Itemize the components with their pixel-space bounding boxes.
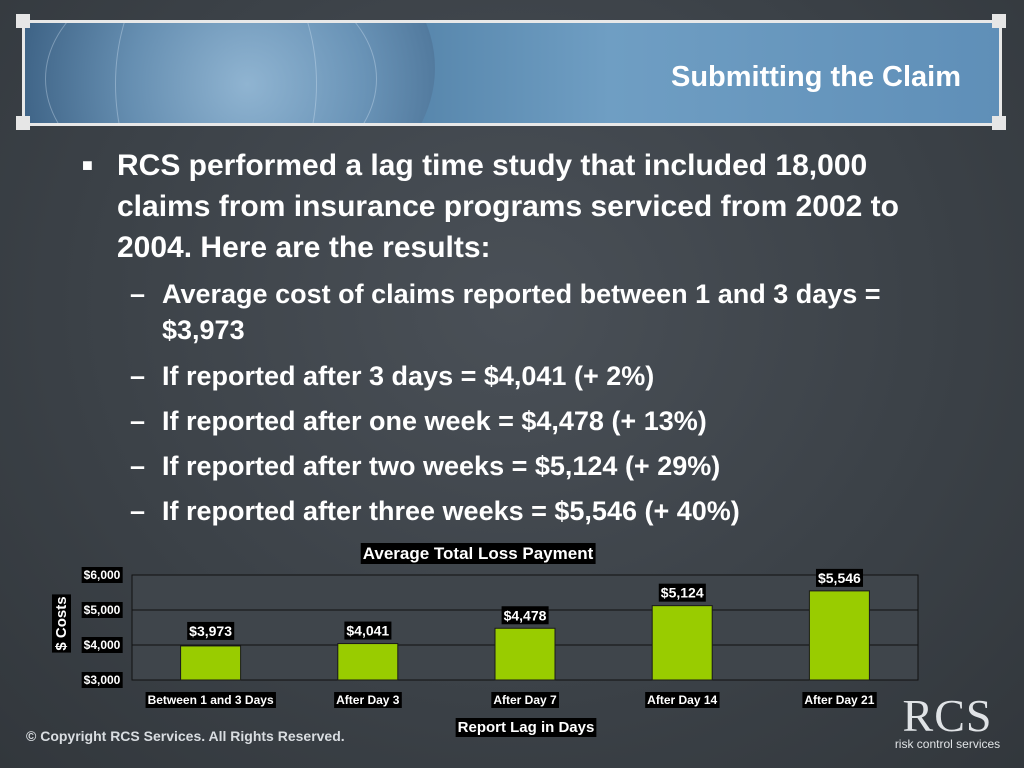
- x-tick-label: After Day 21: [804, 693, 874, 707]
- bar-value-label-bg: [501, 606, 549, 625]
- bar-value-label: $5,546: [818, 570, 861, 586]
- sub-bullet-text: If reported after two weeks = $5,124 (+ …: [162, 451, 721, 481]
- dash-icon: –: [130, 451, 146, 481]
- bar: [808, 590, 870, 681]
- x-tick-label: After Day 7: [493, 693, 557, 707]
- globe-longitude-line: [115, 23, 317, 123]
- x-axis-label-bg: [455, 718, 597, 737]
- y-tick-label: $4,000: [84, 638, 121, 652]
- bar: [337, 643, 399, 681]
- sub-bullet: – If reported after three weeks = $5,546…: [130, 493, 930, 529]
- dash-icon: –: [130, 406, 146, 436]
- x-tick-label: Between 1 and 3 Days: [148, 693, 274, 707]
- bar-value-label-bg: [187, 621, 235, 640]
- bar-value-label-bg: [344, 621, 392, 640]
- dash-icon: –: [130, 279, 146, 309]
- y-tick-label-bg: [81, 637, 123, 653]
- x-tick-label: After Day 3: [336, 693, 400, 707]
- bar: [651, 605, 713, 681]
- banner-corner-br: [992, 116, 1006, 130]
- bar: [180, 645, 242, 681]
- logo-tagline: risk control services: [894, 737, 1001, 751]
- copyright-footer: © Copyright RCS Services. All Rights Res…: [26, 728, 345, 744]
- y-tick-label-bg: [81, 602, 123, 618]
- x-tick-label-bg: [491, 692, 560, 708]
- sub-bullet-text: If reported after one week = $4,478 (+ 1…: [162, 406, 707, 436]
- slide-title: Submitting the Claim: [671, 61, 961, 93]
- square-bullet-icon: ■: [82, 155, 93, 175]
- y-tick-label-bg: [81, 672, 123, 688]
- sub-bullet-text: If reported after three weeks = $5,546 (…: [162, 496, 740, 526]
- sub-bullet: – If reported after 3 days = $4,041 (+ 2…: [130, 358, 930, 394]
- sub-bullet-text: Average cost of claims reported between …: [162, 279, 881, 345]
- bar: [494, 627, 556, 681]
- x-tick-label-bg: [645, 692, 720, 708]
- bar-value-label: $3,973: [189, 623, 232, 639]
- y-tick-label: $6,000: [84, 568, 121, 582]
- bar-value-label-bg: [815, 568, 864, 587]
- sub-bullet: – If reported after two weeks = $5,124 (…: [130, 448, 930, 484]
- sub-bullet-text: If reported after 3 days = $4,041 (+ 2%): [162, 361, 655, 391]
- dash-icon: –: [130, 496, 146, 526]
- bar-value-label: $5,124: [661, 585, 704, 601]
- y-axis-label: $ Costs: [53, 596, 70, 650]
- x-axis-label: Report Lag in Days: [458, 719, 595, 736]
- x-tick-label-bg: [145, 692, 276, 708]
- bar-value-label-bg: [658, 583, 706, 602]
- sub-bullet: – If reported after one week = $4,478 (+…: [130, 403, 930, 439]
- chart-title-bg: [360, 543, 596, 564]
- y-axis-label-bg: [52, 594, 71, 653]
- banner-corner-tr: [992, 14, 1006, 28]
- bar-value-label: $4,478: [504, 607, 547, 623]
- logo-letters: RCS: [902, 690, 993, 741]
- globe-latitude-line: [45, 23, 377, 123]
- sub-bullet: – Average cost of claims reported betwee…: [130, 276, 930, 348]
- x-tick-label-bg: [802, 692, 877, 708]
- chart-title: Average Total Loss Payment: [363, 544, 594, 563]
- x-tick-label-bg: [334, 692, 402, 708]
- rcs-logo: RCS risk control services: [890, 690, 1005, 752]
- dash-icon: –: [130, 361, 146, 391]
- main-bullet: ■ RCS performed a lag time study that in…: [82, 145, 942, 268]
- y-tick-label: $5,000: [84, 603, 121, 617]
- banner-corner-tl: [16, 14, 30, 28]
- main-bullet-text: RCS performed a lag time study that incl…: [117, 149, 899, 264]
- loss-payment-chart: $3,000 $4,000 $5,000 $6,000 $3,973 Between 1 …: [52, 543, 919, 737]
- y-tick-label-bg: [81, 567, 123, 583]
- bar-value-label: $4,041: [346, 623, 389, 639]
- y-tick-label: $3,000: [84, 673, 121, 687]
- title-banner: Submitting the Claim: [22, 20, 1002, 126]
- banner-corner-bl: [16, 116, 30, 130]
- x-tick-label: After Day 14: [647, 693, 717, 707]
